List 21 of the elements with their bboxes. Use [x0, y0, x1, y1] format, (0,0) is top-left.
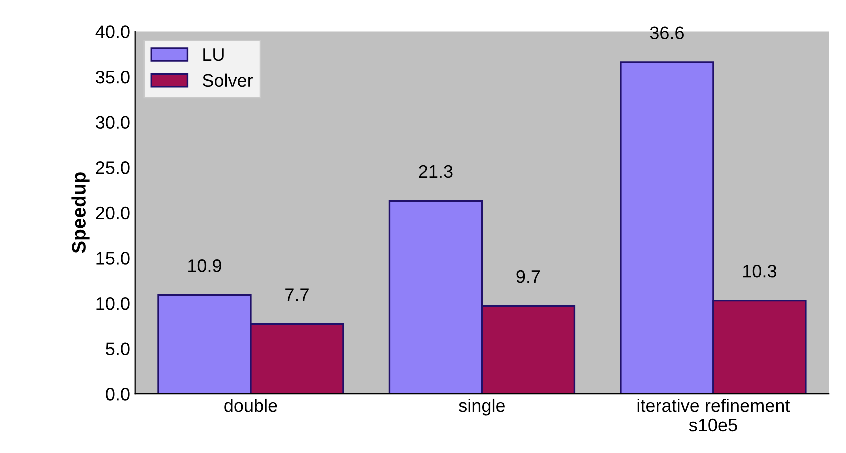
x-tick-label: single	[459, 398, 506, 416]
data-label: 9.7	[516, 270, 540, 284]
y-tick-label: 15.0	[96, 252, 130, 265]
data-label: 36.6	[650, 26, 684, 40]
y-tick-label: 25.0	[96, 162, 130, 174]
y-tick-label: 5.0	[106, 342, 130, 356]
data-label: 10.3	[744, 264, 776, 278]
y-tick-label: 40.0	[96, 26, 130, 38]
x-tick-label: double	[224, 398, 278, 412]
y-tick-label: 30.0	[96, 116, 130, 130]
data-label: 7.7	[286, 288, 309, 302]
data-label: 10.9	[188, 260, 222, 272]
legend-label: LU	[204, 48, 224, 62]
y-tick-label: 20.0	[96, 206, 130, 220]
y-axis-title: Speedup	[72, 172, 90, 254]
y-tick-label: 10.0	[96, 297, 130, 310]
y-tick-label: 35.0	[96, 70, 130, 84]
y-tick-label: 0.0	[106, 388, 130, 401]
legend-label: Solver	[202, 74, 254, 88]
data-label: 21.3	[419, 165, 453, 178]
x-tick-label: iterative refinement s10e5	[638, 398, 790, 432]
